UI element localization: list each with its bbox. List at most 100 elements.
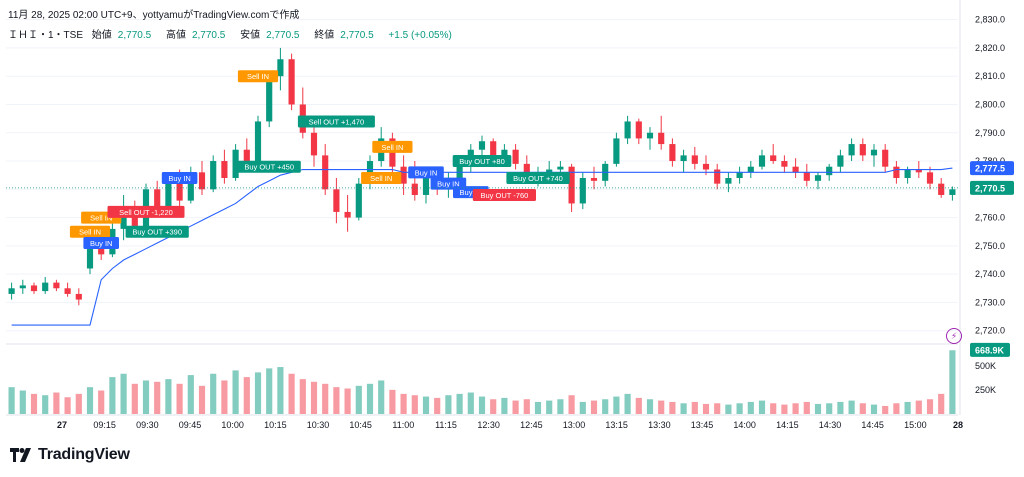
price-axis[interactable]: 2,720.0 2,730.0 2,740.0 2,750.0 2,760.0 2,770… (6, 15, 1014, 336)
trade-marker-label: Buy IN (90, 239, 113, 248)
flash-icon[interactable]: ⚡ (946, 328, 962, 344)
volume-bar (714, 403, 721, 414)
candle-body (893, 166, 900, 178)
high-label: 高値 (165, 30, 186, 41)
volume-bar (389, 389, 396, 414)
volume-bar (378, 380, 385, 414)
trade-marker-label: Sell OUT +1,470 (309, 117, 365, 126)
candle-body (243, 149, 250, 162)
trade-marker-bg (161, 172, 198, 184)
time-tick-label: 13:00 (563, 420, 586, 430)
price-tick-label: 2,800.0 (975, 99, 1005, 109)
volume-bar (691, 401, 698, 414)
volume-bar (512, 400, 519, 414)
tradingview-logo-icon (10, 448, 31, 462)
symbol-name[interactable]: ＩＨＩ・1・TSE (8, 30, 84, 41)
time-tick-label: 14:45 (861, 420, 884, 430)
trade-marker-label: Sell IN (79, 228, 101, 237)
trade-marker-label: Sell IN (90, 214, 112, 223)
volume-bar (176, 383, 183, 414)
volume-axis[interactable]: 250K 500K 668.9K (970, 342, 1010, 395)
time-tick-label: 11:00 (392, 420, 414, 430)
price-tick-label: 2,810.0 (975, 71, 1005, 81)
volume-bar (64, 397, 71, 414)
candle-body (590, 178, 598, 181)
volume-bar (803, 401, 810, 414)
candle-body (310, 132, 318, 156)
volume-bar (725, 404, 732, 414)
last-volume-tag-bg (970, 342, 1010, 357)
volume-bar (758, 400, 766, 414)
time-tick-label: 10:30 (307, 420, 330, 430)
volume-bar (534, 401, 542, 414)
trade-marker-label: Buy IN (415, 168, 438, 177)
volume-bar (355, 385, 362, 414)
price-tick-label: 2,730.0 (975, 297, 1005, 307)
volume-bar (333, 387, 340, 414)
time-tick-label: 10:45 (349, 420, 372, 430)
candle-body (579, 178, 586, 204)
time-tick-label: 09:30 (136, 420, 159, 430)
volume-bar (8, 387, 15, 414)
time-tick-label: 12:45 (520, 420, 543, 430)
volume-bar (826, 403, 833, 414)
time-axis[interactable]: 27 09:15 09:30 09:45 10:00 10:15 10:30 10:45 11:… (57, 420, 963, 430)
volume-tick-label: 500K (975, 361, 996, 371)
candle-body (915, 169, 922, 173)
time-tick-label: 13:15 (605, 420, 628, 430)
volume-bar (781, 404, 788, 414)
volume-bar (770, 403, 777, 414)
trade-marker-bg (506, 172, 570, 184)
candle-body (42, 282, 49, 292)
trade-marker-bg (125, 225, 189, 238)
volume-bar (120, 373, 127, 414)
brand-name: TradingView (38, 446, 130, 463)
trade-marker-bg (472, 188, 536, 201)
volume-bar (478, 396, 486, 414)
volume-bar (109, 377, 116, 414)
trade-marker-label: Sell IN (381, 143, 403, 152)
candle-body (680, 155, 687, 162)
candle-body (53, 282, 60, 289)
candle-body (322, 155, 329, 190)
volume-tick-label: 250K (975, 385, 996, 395)
volume-bar (613, 396, 620, 414)
trade-marker-bg (452, 155, 512, 168)
trade-marker-label: Buy OUT +80 (459, 157, 505, 166)
time-tick-label: 11:15 (435, 420, 457, 430)
volume-bar (893, 403, 900, 414)
tradingview-brand: TradingView (10, 446, 130, 464)
trade-marker-bg (361, 172, 402, 184)
volume-bar (658, 400, 665, 414)
candle-body (154, 189, 161, 210)
candle-body (882, 149, 889, 167)
trade-marker-bg (297, 115, 375, 128)
candle-body (658, 132, 665, 145)
volume-bar (467, 392, 474, 414)
volume-bar (557, 399, 564, 414)
volume-bar (187, 375, 194, 414)
candle-body (64, 288, 71, 294)
candle-body (86, 248, 94, 269)
trade-marker-bg (69, 225, 111, 238)
trade-marker-bg (107, 205, 185, 218)
candle-body (512, 149, 519, 164)
volume-bar (501, 397, 508, 414)
candle-body (646, 132, 654, 139)
candle-body (624, 121, 631, 139)
change-value: +1.5 (+0.05%) (388, 30, 452, 41)
volume-bar (299, 379, 306, 414)
trade-marker-label: Sell OUT -1,220 (119, 208, 173, 217)
price-tick-label: 2,780.0 (975, 156, 1005, 166)
candle-body (288, 59, 295, 105)
volume-bar (422, 396, 430, 414)
volume-bar (635, 397, 642, 414)
vwap-price-tag: 2,777.5 (975, 164, 1005, 174)
volume-bars (8, 350, 956, 414)
volume-bar (243, 377, 250, 414)
candle-body (714, 169, 721, 184)
candle-body (221, 161, 228, 178)
volume-bar (411, 395, 418, 414)
candle-body (98, 248, 105, 255)
